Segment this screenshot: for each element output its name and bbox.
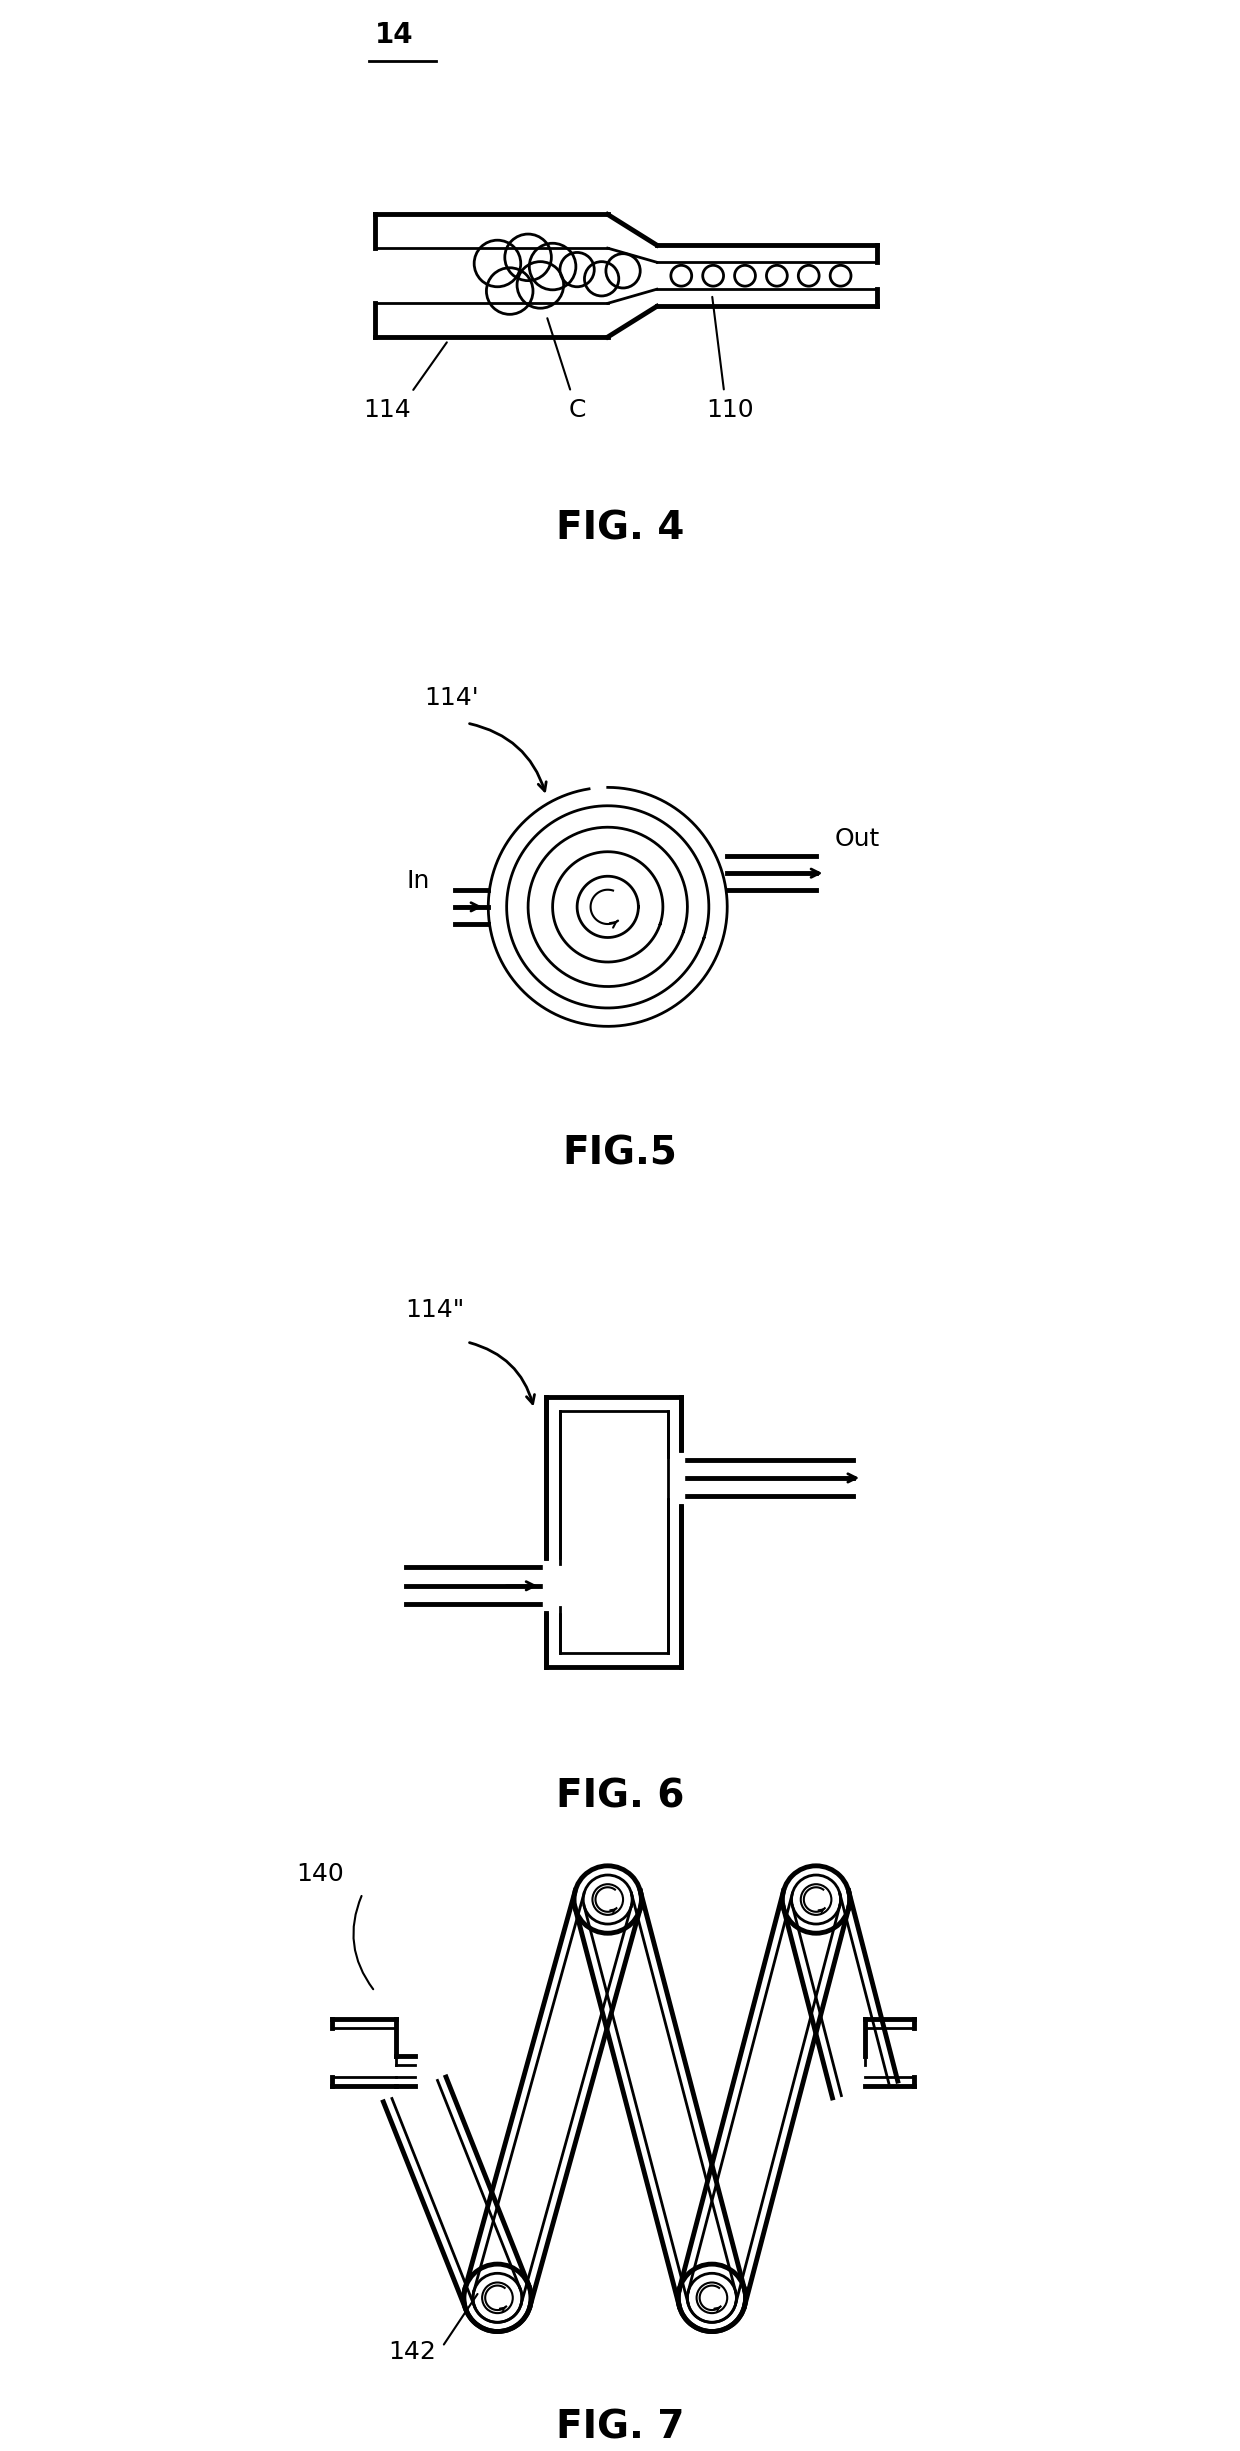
Text: In: In: [407, 870, 430, 895]
Text: 142: 142: [388, 2341, 436, 2365]
Text: FIG. 4: FIG. 4: [556, 510, 684, 547]
Text: Out: Out: [835, 826, 879, 850]
Text: FIG.5: FIG.5: [563, 1135, 677, 1172]
Text: FIG. 7: FIG. 7: [556, 2409, 684, 2446]
Text: 114': 114': [424, 686, 479, 711]
Text: 110: 110: [707, 397, 754, 422]
Text: C: C: [568, 397, 585, 422]
Text: 14: 14: [374, 22, 413, 49]
Text: 114": 114": [405, 1299, 465, 1324]
Text: 140: 140: [296, 1863, 345, 1887]
Text: 114: 114: [363, 397, 410, 422]
Text: FIG. 6: FIG. 6: [556, 1777, 684, 1816]
